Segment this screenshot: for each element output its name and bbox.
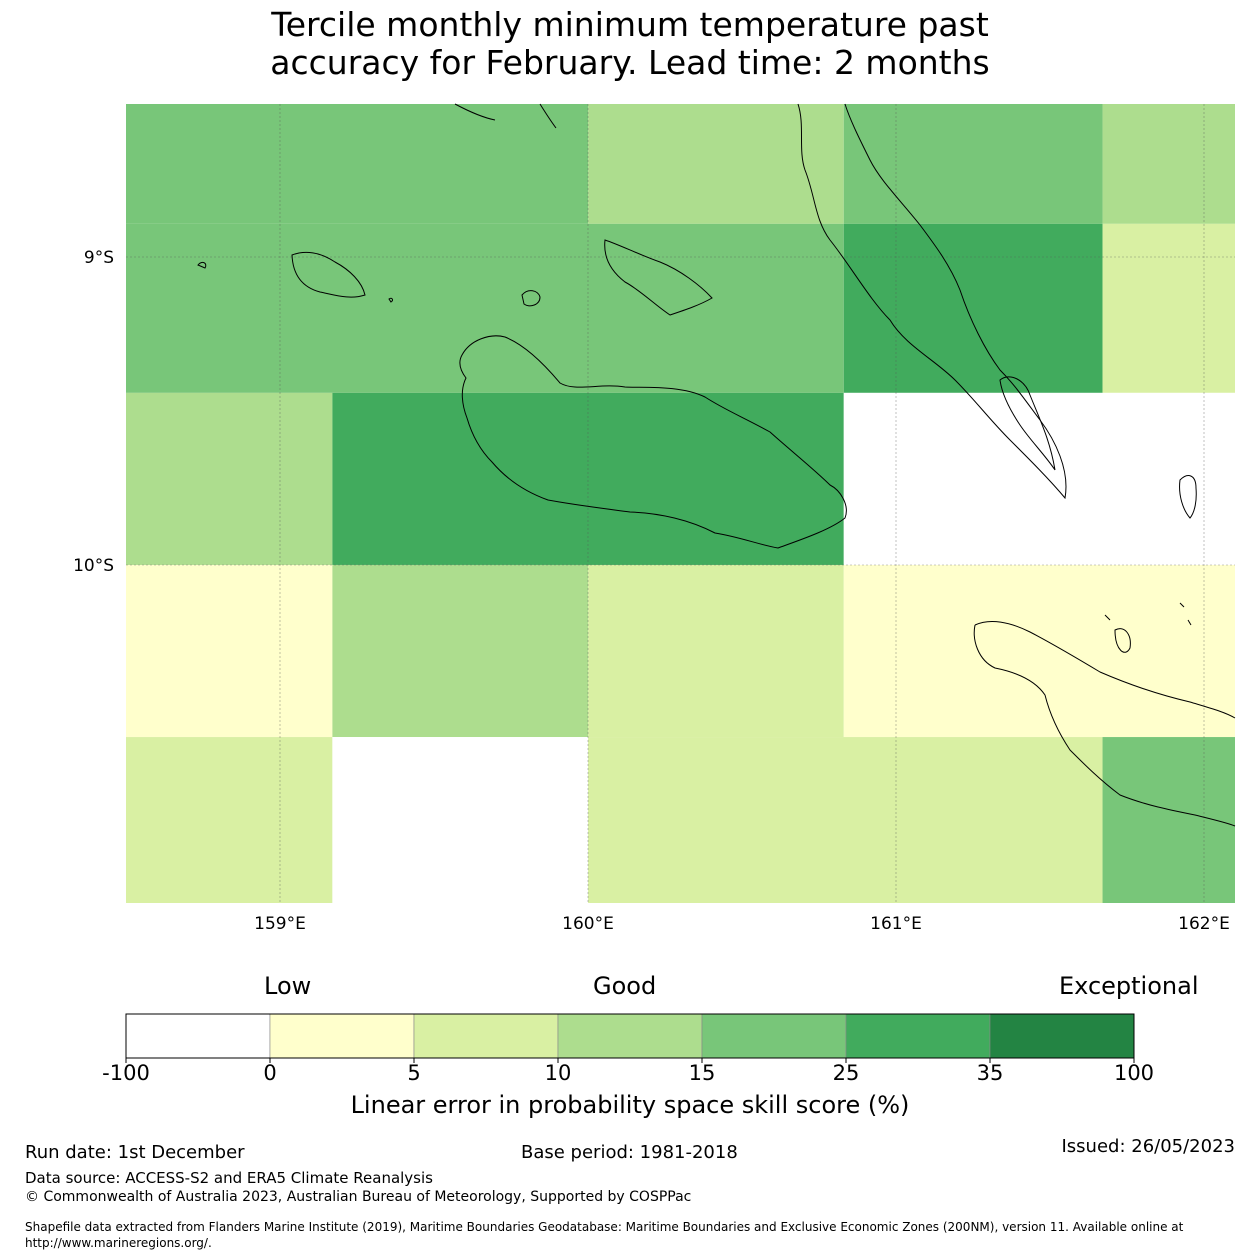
graticule (126, 104, 1235, 903)
shapefile-credit-line-2: http://www.marineregions.org/. (25, 1236, 212, 1250)
grid-cell (126, 392, 333, 565)
lon-label: 160°E (562, 914, 614, 934)
grid-cell (332, 564, 589, 738)
colorbar-tick: 10 (544, 1061, 572, 1085)
coast-ulawa (1179, 475, 1197, 519)
coast-west-islet (197, 261, 207, 269)
lat-label: 10°S (73, 556, 114, 576)
colorbar-tick: 25 (832, 1061, 860, 1085)
grid-cell (1102, 104, 1235, 224)
colorbar-tick: 5 (407, 1061, 421, 1085)
colorbar-segment (989, 1013, 1135, 1059)
grid-cell (126, 104, 589, 224)
lon-label: 159°E (254, 914, 306, 934)
issued-date: Issued: 26/05/2023 (1061, 1136, 1235, 1157)
coast-malaita (797, 103, 1067, 500)
colorbar-tick: 15 (688, 1061, 716, 1085)
coastlines (197, 103, 1236, 827)
grid-cell (843, 564, 1235, 738)
tick-labels: 9°S 10°S 159°E 160°E 161°E 162°E (73, 248, 1230, 934)
grid-cell (1102, 223, 1235, 393)
colorbar-tick: 0 (263, 1061, 277, 1085)
coast-nggela-north (454, 103, 557, 129)
colorbar-segment (413, 1013, 559, 1059)
colorbar-segment (701, 1013, 847, 1059)
coast-guadalcanal (459, 335, 847, 549)
grid-cell (126, 223, 844, 393)
grid-cell (1102, 737, 1235, 903)
colorbar-tick: -100 (102, 1061, 150, 1085)
run-date: Run date: 1st December (25, 1142, 245, 1163)
grid-cell (588, 564, 844, 738)
title-line-2: accuracy for February. Lead time: 2 mont… (270, 43, 990, 82)
colorbar-label: Linear error in probability space skill … (350, 1091, 910, 1119)
coast-russell-islands (291, 251, 366, 298)
grid-cell (843, 223, 1103, 393)
shapefile-credit-line-1: Shapefile data extracted from Flanders M… (25, 1220, 1184, 1234)
colorbar-segment (125, 1013, 271, 1059)
lon-label: 162°E (1178, 914, 1230, 934)
base-period: Base period: 1981-2018 (521, 1142, 738, 1163)
coast-makira (973, 621, 1236, 827)
grid-cell (126, 564, 333, 738)
title-line-1: Tercile monthly minimum temperature past (271, 5, 989, 44)
grid-cell (332, 737, 589, 903)
legend-exceptional-label: Exceptional (1059, 972, 1199, 1000)
colorbar (125, 1013, 1135, 1063)
grid-cell (843, 104, 1103, 224)
lat-label: 9°S (84, 248, 114, 268)
colorbar-frame (125, 1013, 1135, 1059)
grid-cell (588, 104, 844, 224)
colorbar-tick: 100 (1113, 1061, 1155, 1085)
grid-cell (588, 737, 1103, 903)
coast-savo (521, 290, 541, 307)
colorbar-segment (269, 1013, 415, 1059)
lon-label: 161°E (870, 914, 922, 934)
copyright: © Commonwealth of Australia 2023, Austra… (25, 1189, 692, 1205)
legend-good-label: Good (593, 972, 657, 1000)
colorbar-tick: 35 (976, 1061, 1004, 1085)
coast-small-islet (388, 297, 393, 303)
legend-low-label: Low (264, 972, 312, 1000)
colorbar-segment (557, 1013, 703, 1059)
coast-three-sisters (1104, 602, 1192, 653)
colorbar-segment (845, 1013, 991, 1059)
grid-cell (332, 392, 844, 565)
grid-cell (126, 737, 333, 903)
grid-cell (843, 392, 1235, 565)
data-source: Data source: ACCESS-S2 and ERA5 Climate … (25, 1169, 433, 1187)
chart-title: Tercile monthly minimum temperature past… (0, 6, 1260, 82)
coast-small-malaita (999, 376, 1056, 471)
coast-florida-islands (604, 239, 713, 316)
skill-grid (126, 104, 1235, 903)
